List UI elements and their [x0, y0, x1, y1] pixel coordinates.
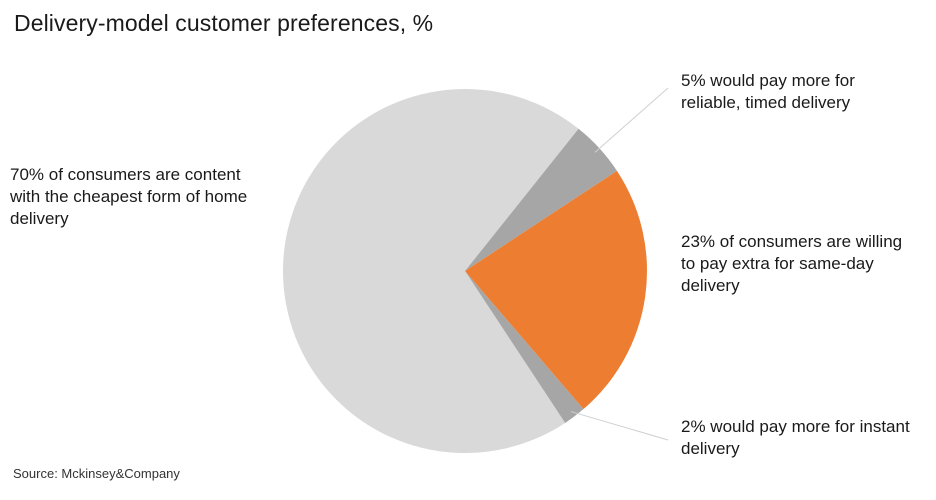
leader-line-instant: [570, 411, 669, 441]
pie-slice-timed: [465, 128, 617, 271]
source-note: Source: Mckinsey&Company: [13, 466, 180, 481]
slice-label-instant: 2% would pay more for instant delivery: [681, 417, 910, 458]
leader-line-timed: [594, 87, 669, 153]
slice-label-same-day: 23% of consumers are willing to pay extr…: [681, 232, 903, 295]
chart-title: Delivery-model customer preferences, %: [14, 10, 434, 36]
pie-slice-cheapest: [283, 89, 579, 454]
slice-label-cheapest: 70% of consumers are content with the ch…: [10, 165, 248, 228]
slice-label-timed: 5% would pay more for reliable, timed de…: [681, 71, 855, 112]
pie-slice-instant: [465, 271, 584, 423]
pie-slice-same-day: [465, 170, 647, 410]
